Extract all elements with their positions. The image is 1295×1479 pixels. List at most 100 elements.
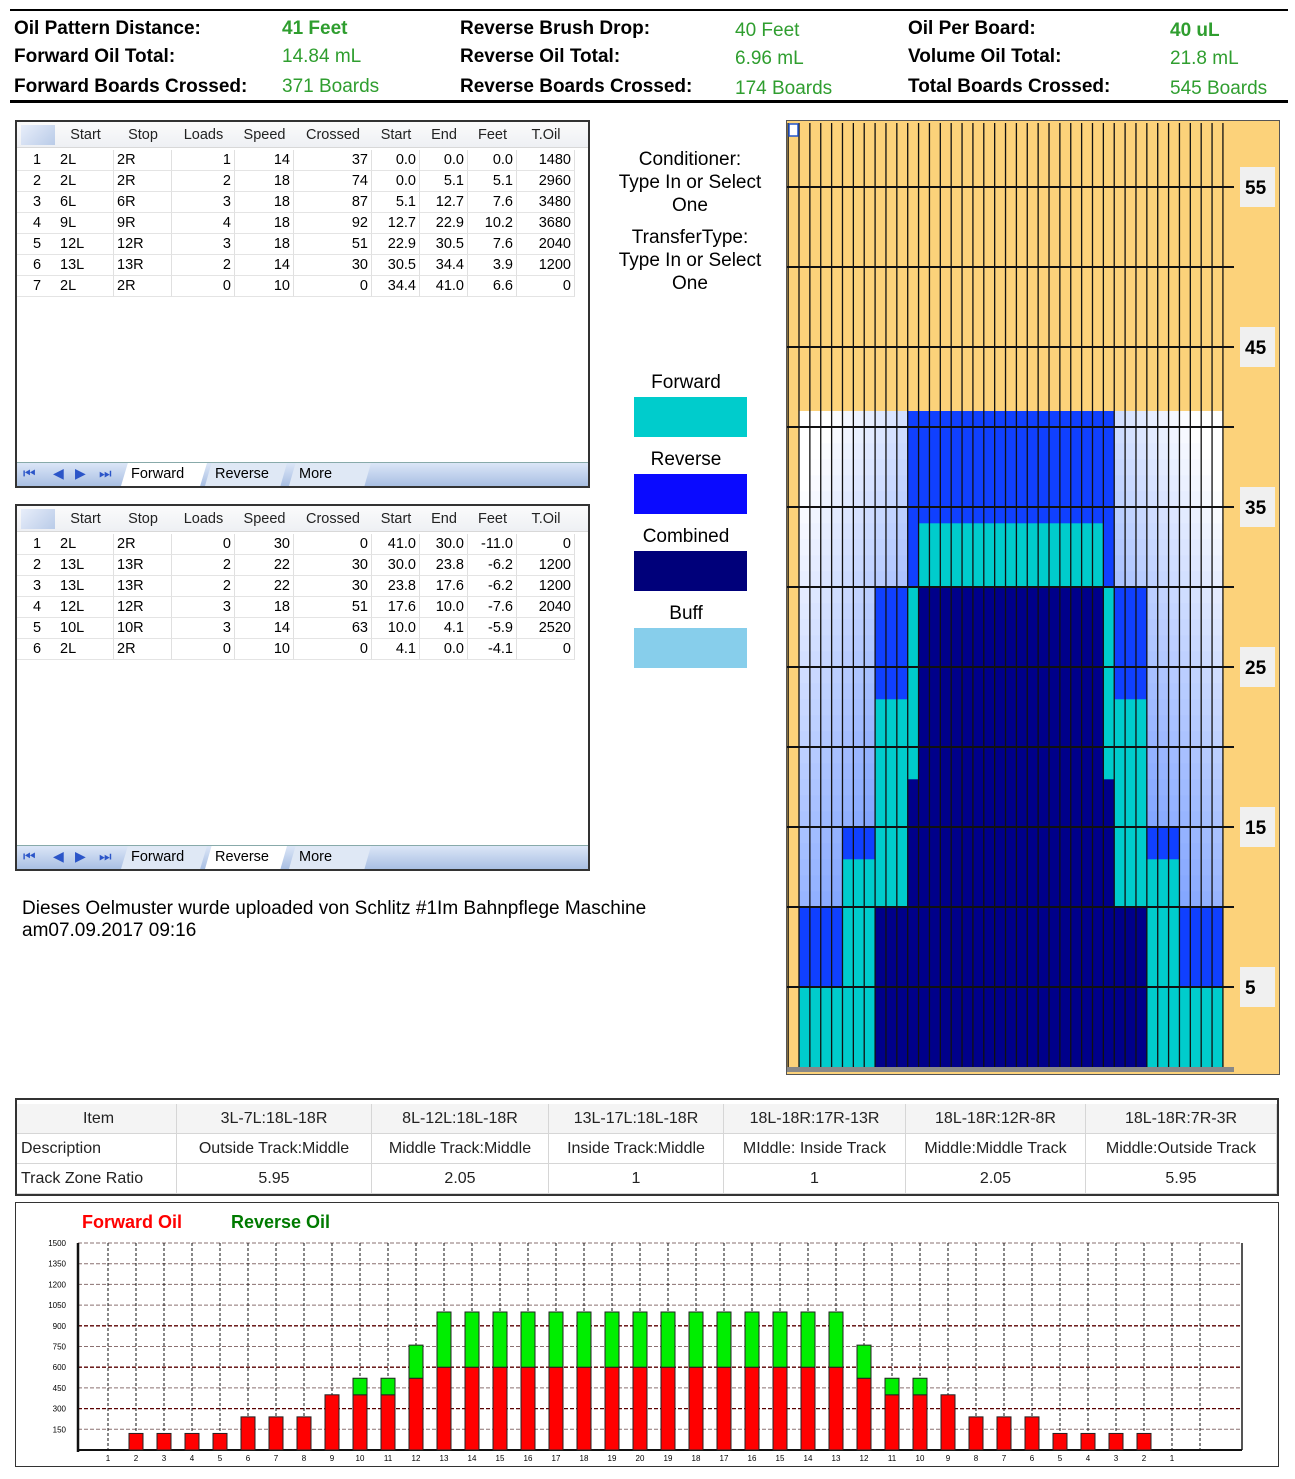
table-cell[interactable]: 6R [114, 192, 172, 213]
table-cell[interactable]: 3 [172, 234, 235, 255]
tab-more[interactable]: More [289, 463, 371, 486]
table-row[interactable]: 4 9L 9R 4 18 92 12.7 22.9 10.2 3680 [17, 213, 577, 234]
table-cell[interactable]: 2R [114, 150, 172, 171]
table-cell[interactable]: 0 [294, 276, 372, 297]
table-cell[interactable]: 30 [294, 576, 372, 597]
table-cell[interactable]: 30 [294, 555, 372, 576]
table-cell[interactable]: 92 [294, 213, 372, 234]
column-header[interactable]: Start [380, 511, 412, 527]
table-cell[interactable]: 14 [235, 618, 294, 639]
column-header[interactable]: Loads [183, 127, 224, 143]
table-cell[interactable]: 2 [172, 576, 235, 597]
column-header[interactable]: Stop [128, 511, 158, 527]
table-row[interactable]: 5 12L 12R 3 18 51 22.9 30.5 7.6 2040 [17, 234, 577, 255]
table-row[interactable]: 2 2L 2R 2 18 74 0.0 5.1 5.1 2960 [17, 171, 577, 192]
table-cell[interactable]: -11.0 [468, 534, 517, 555]
table-cell[interactable]: 22.9 [420, 213, 468, 234]
table-cell[interactable]: 0.0 [420, 639, 468, 660]
table-cell[interactable]: 2L [57, 171, 114, 192]
table-cell[interactable]: 3480 [517, 192, 575, 213]
table-cell[interactable]: 0.0 [372, 171, 420, 192]
table-row[interactable]: 4 12L 12R 3 18 51 17.6 10.0 -7.6 2040 [17, 597, 577, 618]
table-cell[interactable]: 0 [172, 276, 235, 297]
column-header[interactable]: Crossed [306, 511, 360, 527]
table-cell[interactable]: 18 [235, 213, 294, 234]
column-header[interactable]: Speed [243, 511, 286, 527]
table-cell[interactable]: 10L [57, 618, 114, 639]
table-cell[interactable]: 10 [235, 639, 294, 660]
table-cell[interactable]: 2 [172, 555, 235, 576]
column-header[interactable]: Start [380, 127, 412, 143]
table-cell[interactable]: 5.1 [420, 171, 468, 192]
table-cell[interactable]: 41.0 [372, 534, 420, 555]
table-cell[interactable]: 2 [172, 171, 235, 192]
table-cell[interactable]: 74 [294, 171, 372, 192]
select-all-corner[interactable] [21, 509, 55, 529]
table-cell[interactable]: 22 [235, 555, 294, 576]
column-header[interactable]: Feet [477, 127, 507, 143]
table-cell[interactable]: 41.0 [420, 276, 468, 297]
table-cell[interactable]: 30 [294, 255, 372, 276]
table-cell[interactable]: 5.1 [468, 171, 517, 192]
table-cell[interactable]: 30.5 [420, 234, 468, 255]
table-cell[interactable]: 63 [294, 618, 372, 639]
table-cell[interactable]: 30 [235, 534, 294, 555]
column-header[interactable]: End [431, 127, 457, 143]
table-cell[interactable]: 1200 [517, 555, 575, 576]
table-row[interactable]: 6 2L 2R 0 10 0 4.1 0.0 -4.1 0 [17, 639, 577, 660]
table-cell[interactable]: 0 [517, 639, 575, 660]
table-cell[interactable]: 2R [114, 171, 172, 192]
table-row[interactable]: 1 2L 2R 0 30 0 41.0 30.0 -11.0 0 [17, 534, 577, 555]
table-cell[interactable]: 12.7 [420, 192, 468, 213]
table-cell[interactable]: 4.1 [372, 639, 420, 660]
table-cell[interactable]: 12R [114, 597, 172, 618]
tab-forward[interactable]: Forward [121, 846, 207, 869]
table-cell[interactable]: 2R [114, 276, 172, 297]
table-cell[interactable]: 2040 [517, 234, 575, 255]
table-cell[interactable]: 3 [172, 618, 235, 639]
column-header[interactable]: Crossed [306, 127, 360, 143]
table-cell[interactable]: 1200 [517, 255, 575, 276]
column-header[interactable]: Start [70, 127, 101, 143]
table-cell[interactable]: 0 [517, 276, 575, 297]
column-header[interactable]: T.Oil [531, 511, 561, 527]
table-cell[interactable]: 14 [235, 255, 294, 276]
first-sheet-icon[interactable]: ⏮ [23, 465, 36, 481]
table-cell[interactable]: 18 [235, 192, 294, 213]
prev-sheet-icon[interactable]: ◀ [53, 848, 64, 864]
column-header[interactable]: End [431, 511, 457, 527]
table-cell[interactable]: 22 [235, 576, 294, 597]
table-cell[interactable]: 5.1 [372, 192, 420, 213]
table-cell[interactable]: 14 [235, 150, 294, 171]
table-cell[interactable]: 34.4 [372, 276, 420, 297]
table-cell[interactable]: 3 [172, 597, 235, 618]
table-cell[interactable]: 30.0 [372, 555, 420, 576]
table-cell[interactable]: 10 [235, 276, 294, 297]
table-cell[interactable]: 13R [114, 555, 172, 576]
table-cell[interactable]: 2L [57, 534, 114, 555]
table-cell[interactable]: 12R [114, 234, 172, 255]
table-cell[interactable]: 2520 [517, 618, 575, 639]
table-cell[interactable]: 2L [57, 276, 114, 297]
transfer-type-select[interactable]: TransferType: Type In or Select One [618, 227, 762, 294]
table-cell[interactable]: 3680 [517, 213, 575, 234]
table-row[interactable]: 6 13L 13R 2 14 30 30.5 34.4 3.9 1200 [17, 255, 577, 276]
table-cell[interactable]: 0.0 [420, 150, 468, 171]
table-cell[interactable]: -4.1 [468, 639, 517, 660]
table-cell[interactable]: 1480 [517, 150, 575, 171]
table-cell[interactable]: 0.0 [468, 150, 517, 171]
table-cell[interactable]: 51 [294, 597, 372, 618]
table-cell[interactable]: 9L [57, 213, 114, 234]
table-cell[interactable]: 0 [517, 534, 575, 555]
table-cell[interactable]: 4.1 [420, 618, 468, 639]
table-cell[interactable]: 10R [114, 618, 172, 639]
table-cell[interactable]: 13R [114, 576, 172, 597]
table-row[interactable]: 5 10L 10R 3 14 63 10.0 4.1 -5.9 2520 [17, 618, 577, 639]
table-cell[interactable]: 2R [114, 534, 172, 555]
last-sheet-icon[interactable]: ⏭ [99, 848, 112, 864]
table-cell[interactable]: 13R [114, 255, 172, 276]
table-cell[interactable]: 34.4 [420, 255, 468, 276]
conditioner-select[interactable]: Conditioner: Type In or Select One [618, 149, 762, 216]
table-cell[interactable]: 2040 [517, 597, 575, 618]
column-header[interactable]: T.Oil [531, 127, 561, 143]
